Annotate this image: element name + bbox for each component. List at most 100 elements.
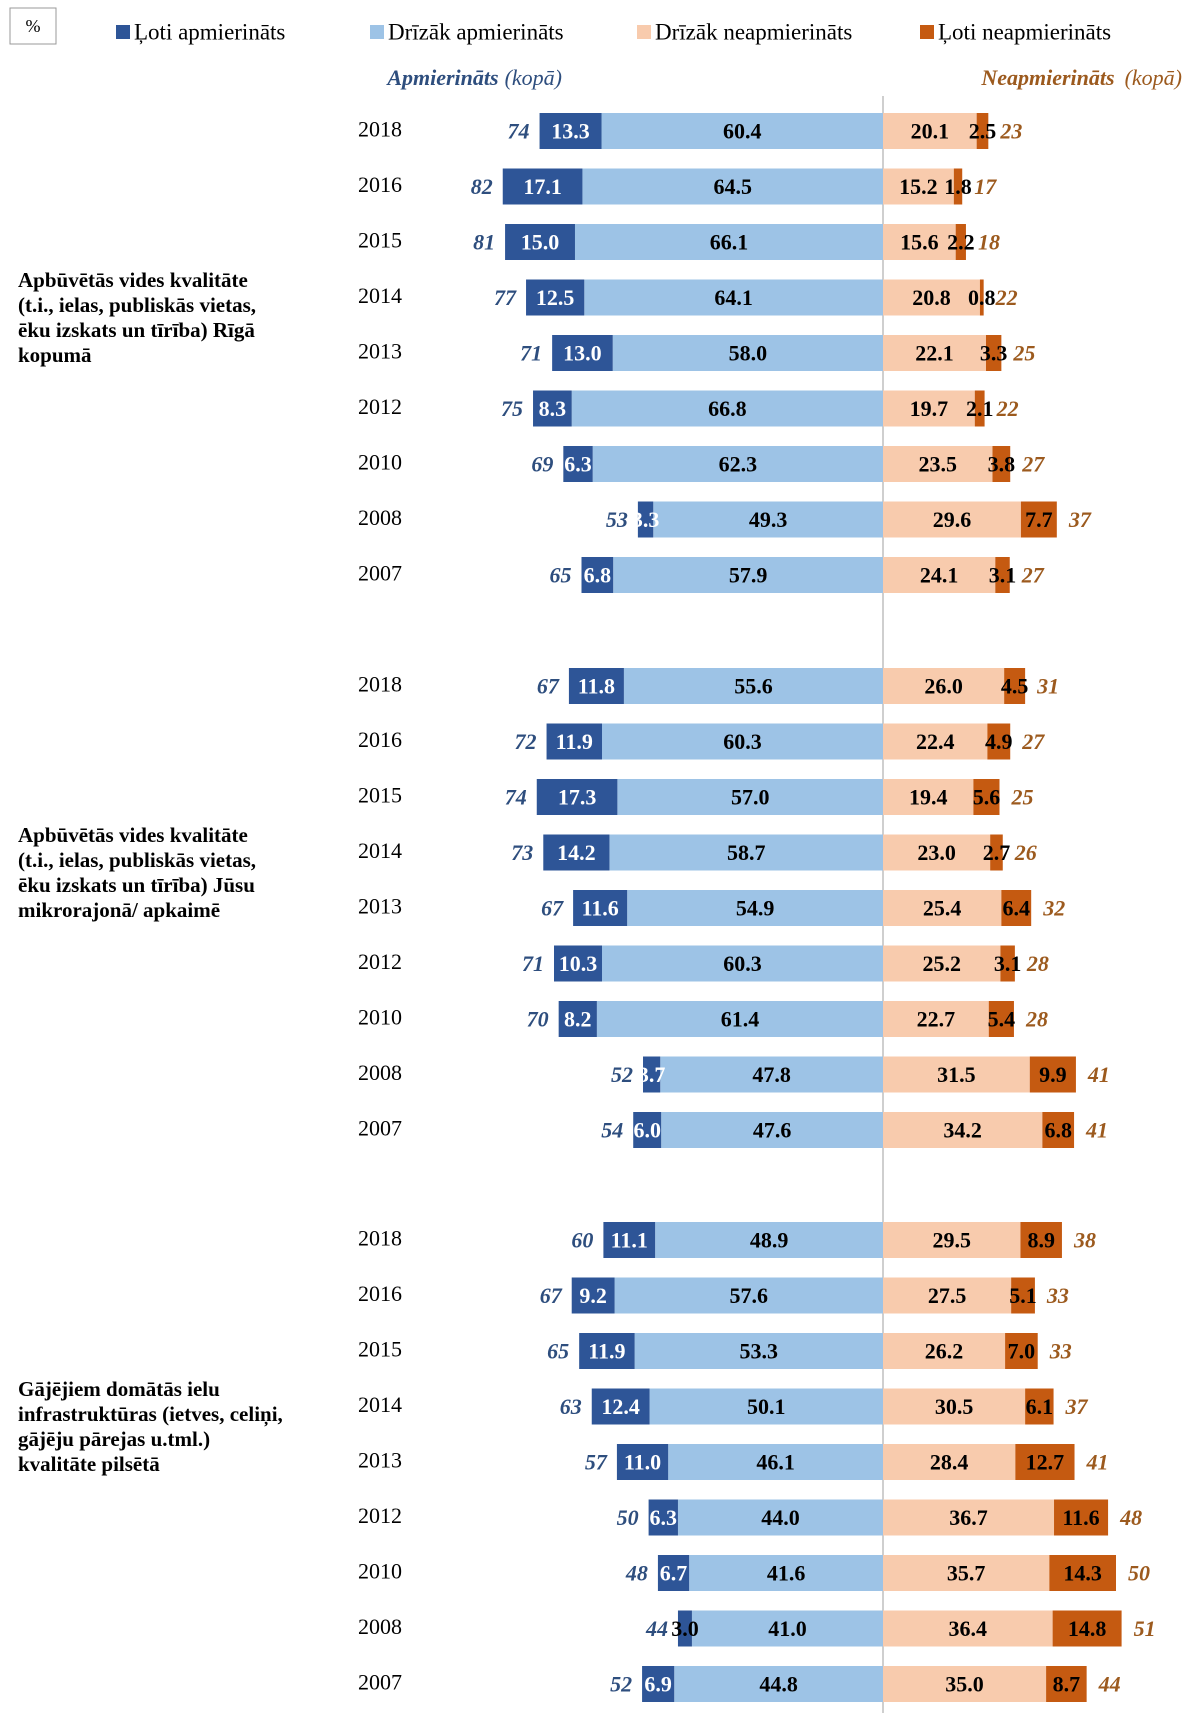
segment-label: 35.7	[947, 1561, 986, 1586]
segment-label: 60.4	[723, 119, 762, 144]
total-left: 63	[560, 1394, 582, 1419]
segment-label: 11.6	[581, 896, 618, 921]
bar-segment	[1042, 1112, 1075, 1148]
bar-segment	[554, 945, 603, 982]
segment-label: 6.4	[1003, 896, 1031, 921]
year-label: 2013	[358, 1448, 402, 1473]
group-label: Apbūvētās vides kvalitāte (t.i., ielas, …	[18, 823, 257, 922]
bar-segment	[1004, 668, 1026, 704]
total-left: 50	[617, 1505, 639, 1530]
total-right: 27	[1021, 563, 1045, 588]
bar-segment	[883, 1001, 989, 1037]
year-label: 2016	[358, 727, 402, 752]
bar-segment	[601, 113, 883, 149]
header-left: Apmierināts (kopā)	[385, 65, 562, 90]
bar-segment	[883, 335, 986, 371]
segment-label: 53.3	[740, 1339, 779, 1364]
bar-segment	[883, 1499, 1055, 1536]
year-label: 2014	[358, 1392, 402, 1417]
total-right: 25	[1012, 341, 1035, 366]
bar-segment	[883, 390, 975, 427]
segment-label: 6.1	[1026, 1394, 1054, 1419]
year-label: 2014	[358, 838, 402, 863]
bar-segment	[579, 1333, 635, 1369]
total-left: 67	[537, 674, 560, 699]
bar-segment	[883, 723, 988, 760]
segment-label: 4.5	[1001, 674, 1029, 699]
segment-label: 41.6	[767, 1561, 806, 1586]
total-left: 65	[549, 563, 571, 588]
bar-segment	[955, 224, 966, 260]
bar-segment	[609, 834, 883, 871]
segment-label: 61.4	[721, 1007, 760, 1032]
bar-segment	[643, 1056, 661, 1093]
segment-label: 22.1	[915, 341, 954, 366]
segment-label: 12.7	[1026, 1450, 1065, 1475]
segment-label: 3.0	[671, 1616, 699, 1641]
segment-label: 27.5	[928, 1283, 967, 1308]
segment-label: 22.4	[916, 729, 955, 754]
total-left: 70	[527, 1007, 549, 1032]
bar-segment	[614, 1277, 883, 1314]
bar-segment	[691, 1610, 883, 1647]
segment-label: 47.6	[753, 1118, 792, 1143]
total-left: 82	[471, 174, 493, 199]
bar-segment	[1001, 890, 1032, 926]
segment-label: 35.0	[945, 1672, 984, 1697]
total-right: 26	[1014, 840, 1037, 865]
legend-swatch	[637, 25, 651, 39]
total-right: 44	[1098, 1672, 1121, 1697]
total-right: 41	[1087, 1062, 1110, 1087]
segment-label: 6.3	[650, 1505, 678, 1530]
bar-segment	[584, 279, 883, 316]
bar-segment	[1052, 1610, 1122, 1647]
segment-label: 29.5	[932, 1228, 971, 1253]
year-label: 2016	[358, 172, 402, 197]
header-left-sub: (kopā)	[505, 65, 562, 90]
bar-segment	[627, 890, 883, 926]
bar-segment	[883, 1112, 1043, 1148]
segment-label: 3.1	[989, 563, 1017, 588]
segment-label: 3.8	[988, 452, 1016, 477]
bar-segment	[657, 1555, 690, 1591]
bar-segment	[526, 279, 585, 316]
year-label: 2015	[358, 783, 402, 808]
bar-segment	[883, 834, 991, 871]
bar-segment	[573, 890, 628, 926]
bar-segment	[883, 1333, 1006, 1369]
total-right: 31	[1036, 674, 1059, 699]
segment-label: 6.0	[633, 1118, 661, 1143]
bar-segment	[883, 1444, 1016, 1480]
segment-label: 14.2	[557, 840, 596, 865]
bar-segment	[1046, 1666, 1087, 1702]
bar-segment	[602, 945, 883, 982]
bar-segment	[974, 390, 985, 427]
bar-segment	[883, 224, 956, 260]
total-left: 54	[601, 1118, 623, 1143]
segment-label: 44.0	[761, 1505, 800, 1530]
bar-segment	[603, 1222, 656, 1258]
bar-segment	[883, 279, 980, 316]
segment-label: 28.4	[930, 1450, 969, 1475]
bar-segment	[976, 113, 989, 149]
year-label: 2018	[358, 117, 402, 142]
bar-segment	[689, 1555, 883, 1591]
total-left: 52	[610, 1672, 632, 1697]
bar-segment	[883, 668, 1005, 704]
year-label: 2007	[358, 1670, 402, 1695]
bar-segment	[613, 557, 883, 593]
segment-label: 47.8	[752, 1062, 791, 1087]
segment-label: 64.5	[713, 174, 752, 199]
year-label: 2014	[358, 283, 402, 308]
bar-segment	[1011, 1277, 1035, 1314]
legend-swatch	[920, 25, 934, 39]
bar-segment	[617, 779, 883, 815]
total-left: 44	[645, 1616, 668, 1641]
total-right: 28	[1026, 951, 1049, 976]
segment-label: 20.8	[912, 285, 951, 310]
segment-label: 44.8	[759, 1672, 798, 1697]
legend-label: Drīzāk neapmierināts	[655, 20, 852, 45]
total-right: 38	[1073, 1228, 1096, 1253]
total-left: 52	[611, 1062, 633, 1087]
total-right: 41	[1085, 1118, 1108, 1143]
